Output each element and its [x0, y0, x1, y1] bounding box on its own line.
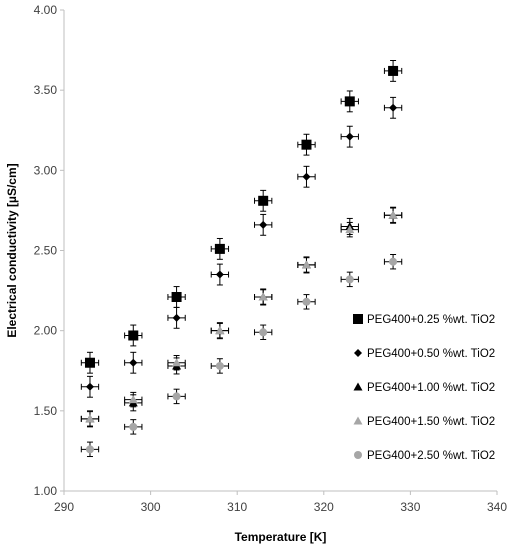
legend-item: PEG400+1.00 %wt. TiO2 — [353, 382, 495, 394]
y-tick-label: 3.00 — [34, 163, 58, 177]
data-point — [302, 297, 311, 306]
legend-marker — [353, 382, 363, 391]
data-point — [258, 195, 269, 206]
y-axis-title: Electrical conductivity [µS/cm] — [5, 163, 19, 337]
data-point — [172, 313, 181, 322]
data-point — [214, 243, 225, 254]
data-point — [85, 382, 94, 391]
legend-label: PEG400+1.00 %wt. TiO2 — [367, 382, 495, 394]
legend-marker — [354, 451, 362, 459]
x-axis-title: Temperature [K] — [235, 530, 327, 544]
series-1 — [80, 60, 403, 374]
data-point — [389, 103, 398, 112]
x-tick-label: 320 — [314, 500, 334, 514]
y-tick-label: 2.00 — [34, 324, 58, 338]
series-4 — [80, 207, 403, 427]
data-point — [388, 65, 399, 76]
x-tick-label: 300 — [141, 500, 161, 514]
y-tick-label: 3.50 — [34, 83, 58, 97]
error-bar — [383, 207, 403, 223]
data-point — [345, 225, 355, 234]
x-tick-label: 310 — [227, 500, 247, 514]
x-tick-label: 330 — [400, 500, 420, 514]
legend-item: PEG400+2.50 %wt. TiO2 — [354, 450, 495, 462]
legend-label: PEG400+2.50 %wt. TiO2 — [367, 450, 495, 462]
data-point — [129, 422, 138, 431]
data-point — [301, 260, 311, 269]
data-point — [85, 414, 95, 423]
legend-item: PEG400+1.50 %wt. TiO2 — [353, 416, 495, 428]
legend-item: PEG400+0.25 %wt. TiO2 — [353, 314, 495, 326]
x-tick-label: 290 — [54, 500, 74, 514]
data-point — [301, 139, 312, 150]
y-tick-label: 4.00 — [34, 3, 58, 17]
legend-marker — [354, 349, 362, 357]
data-point — [388, 210, 398, 219]
legend-marker — [353, 416, 363, 425]
data-point — [172, 392, 181, 401]
data-point — [389, 257, 398, 266]
data-point — [129, 358, 138, 367]
legend-item: PEG400+0.50 %wt. TiO2 — [354, 348, 495, 360]
data-point — [215, 326, 225, 335]
data-point — [345, 275, 354, 284]
legend-label: PEG400+1.50 %wt. TiO2 — [367, 416, 495, 428]
x-tick-label: 340 — [487, 500, 507, 514]
data-point — [84, 357, 95, 368]
y-tick-label: 1.50 — [34, 404, 58, 418]
series-2 — [80, 96, 403, 398]
data-point — [302, 172, 311, 181]
y-axis-ticks: 1.00 1.50 2.00 2.50 3.00 3.50 4.00 — [34, 3, 64, 498]
data-point — [85, 445, 94, 454]
data-point — [128, 330, 139, 341]
data-point — [258, 292, 268, 301]
data-point — [172, 358, 182, 367]
y-tick-label: 2.50 — [34, 244, 58, 258]
x-axis-ticks: 290 300 310 320 330 340 — [54, 491, 507, 514]
data-point — [344, 96, 355, 107]
data-point — [215, 361, 224, 370]
data-point — [345, 132, 354, 141]
legend-label: PEG400+0.25 %wt. TiO2 — [367, 314, 495, 326]
series-5 — [80, 254, 403, 458]
data-point — [259, 220, 268, 229]
data-point — [215, 270, 224, 279]
data-point — [259, 328, 268, 337]
legend-label: PEG400+0.50 %wt. TiO2 — [367, 348, 495, 360]
data-marks — [80, 60, 403, 458]
legend: PEG400+0.25 %wt. TiO2 PEG400+0.50 %wt. Ti… — [353, 314, 495, 462]
data-point — [128, 395, 138, 404]
data-point — [171, 291, 182, 302]
y-tick-label: 1.00 — [34, 484, 58, 498]
legend-marker — [353, 314, 363, 324]
